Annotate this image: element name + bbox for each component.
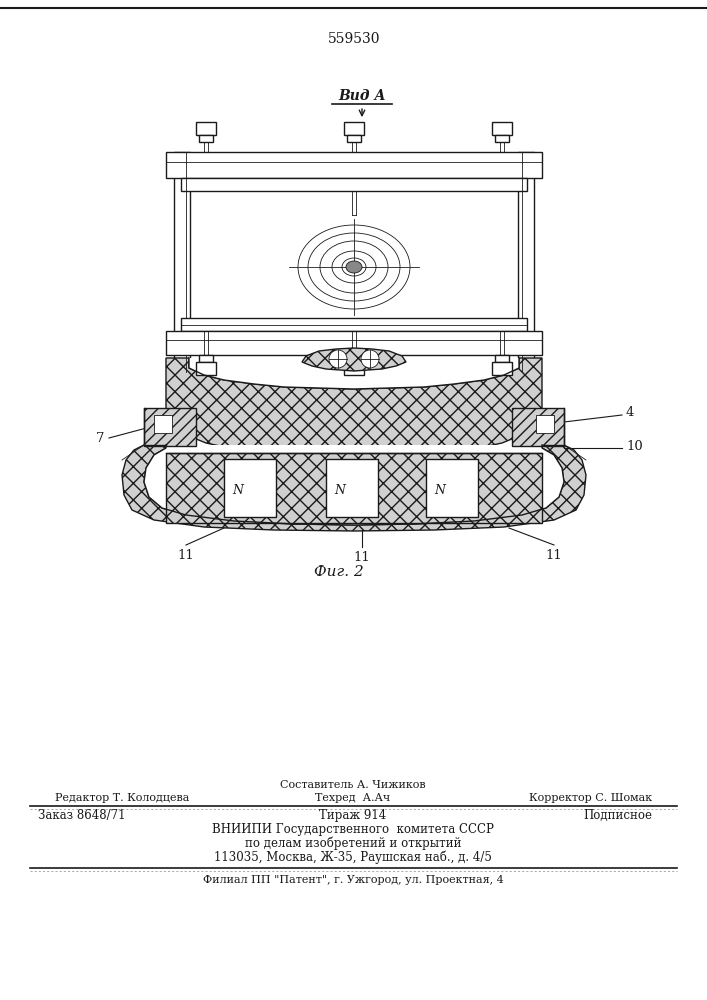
Text: Техред  А.Ач: Техред А.Ач bbox=[315, 793, 391, 803]
Text: Редактор Т. Колодцева: Редактор Т. Колодцева bbox=[55, 793, 189, 803]
Ellipse shape bbox=[346, 261, 362, 273]
Text: N: N bbox=[434, 484, 445, 496]
Bar bbox=[518, 152, 534, 372]
Bar bbox=[199, 355, 213, 362]
Text: 11: 11 bbox=[177, 549, 194, 562]
Text: 11: 11 bbox=[546, 549, 562, 562]
Bar bbox=[512, 408, 564, 446]
Circle shape bbox=[361, 350, 379, 368]
Text: 113035, Москва, Ж-35, Раушская наб., д. 4/5: 113035, Москва, Ж-35, Раушская наб., д. … bbox=[214, 850, 492, 864]
Bar bbox=[166, 453, 542, 523]
Text: по делам изобретений и открытий: по делам изобретений и открытий bbox=[245, 836, 461, 850]
Polygon shape bbox=[122, 445, 586, 531]
Bar bbox=[344, 122, 364, 135]
Text: Составитель А. Чижиков: Составитель А. Чижиков bbox=[280, 780, 426, 790]
Text: 4: 4 bbox=[626, 406, 634, 420]
Bar bbox=[196, 362, 216, 375]
Text: ВНИИПИ Государственного  комитета СССР: ВНИИПИ Государственного комитета СССР bbox=[212, 823, 494, 836]
Bar bbox=[166, 152, 542, 178]
Text: 559530: 559530 bbox=[328, 32, 380, 46]
Text: 7: 7 bbox=[95, 432, 104, 444]
Ellipse shape bbox=[294, 223, 414, 311]
Polygon shape bbox=[189, 358, 519, 389]
Polygon shape bbox=[166, 358, 542, 455]
Bar bbox=[492, 362, 512, 375]
Bar bbox=[166, 331, 542, 355]
Polygon shape bbox=[302, 348, 406, 371]
Circle shape bbox=[329, 350, 347, 368]
Polygon shape bbox=[144, 445, 564, 525]
Bar bbox=[344, 362, 364, 375]
Bar bbox=[154, 415, 172, 433]
Bar bbox=[181, 178, 527, 191]
Bar bbox=[347, 135, 361, 142]
Text: Фиг. 2: Фиг. 2 bbox=[314, 565, 364, 579]
Bar bbox=[536, 415, 554, 433]
Text: Вид А: Вид А bbox=[338, 89, 386, 103]
Text: 10: 10 bbox=[626, 440, 643, 452]
Bar bbox=[199, 135, 213, 142]
Text: Корректор С. Шомак: Корректор С. Шомак bbox=[529, 793, 652, 803]
Text: N: N bbox=[232, 484, 243, 496]
Bar bbox=[492, 122, 512, 135]
Text: Тираж 914: Тираж 914 bbox=[320, 809, 387, 822]
Bar bbox=[495, 135, 509, 142]
Bar bbox=[181, 318, 527, 331]
Text: N: N bbox=[334, 484, 345, 496]
Bar bbox=[426, 459, 478, 517]
Bar bbox=[326, 459, 378, 517]
Bar bbox=[174, 152, 190, 372]
Bar bbox=[144, 408, 196, 446]
Text: Заказ 8648/71: Заказ 8648/71 bbox=[38, 809, 126, 822]
Bar bbox=[224, 459, 276, 517]
Text: 11: 11 bbox=[354, 551, 370, 564]
Bar bbox=[196, 122, 216, 135]
Bar bbox=[495, 355, 509, 362]
Text: Филиал ПП "Патент", г. Ужгород, ул. Проектная, 4: Филиал ПП "Патент", г. Ужгород, ул. Прое… bbox=[203, 875, 503, 885]
Text: Подписное: Подписное bbox=[583, 809, 652, 822]
Bar bbox=[347, 355, 361, 362]
